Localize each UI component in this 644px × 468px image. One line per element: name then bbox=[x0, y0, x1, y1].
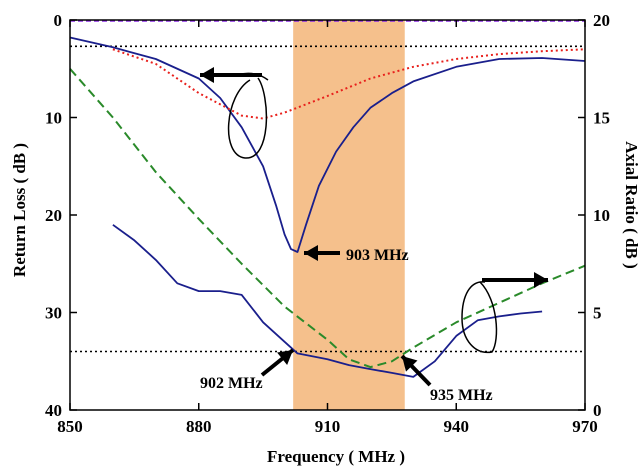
y-left-tick-label-2: 20 bbox=[45, 206, 62, 225]
arrow-935-head bbox=[402, 356, 418, 372]
arrow-902-head bbox=[277, 350, 293, 366]
y-left-tick-label-3: 30 bbox=[45, 304, 62, 323]
right-loop-arrow-head bbox=[534, 272, 548, 288]
y-right-tick-label-3: 15 bbox=[593, 109, 610, 128]
x-tick-label-4: 970 bbox=[572, 417, 598, 436]
y-right-tick-label-1: 5 bbox=[593, 304, 602, 323]
left-loop-arrow-head bbox=[200, 67, 214, 83]
y-axis-right-title: Axial Ratio ( dB ) bbox=[622, 141, 641, 269]
series-line-0 bbox=[69, 36, 586, 253]
annotation-arrows bbox=[200, 67, 548, 387]
series-line-1 bbox=[112, 48, 586, 120]
x-tick-label-0: 850 bbox=[57, 417, 83, 436]
series-line-2 bbox=[112, 224, 543, 378]
series-line-3 bbox=[69, 68, 586, 369]
annotation-903mhz: 903 MHz bbox=[346, 247, 409, 264]
axis-ticks bbox=[69, 19, 586, 411]
arrow-903-head bbox=[304, 245, 318, 261]
annotation-902mhz: 902 MHz bbox=[200, 375, 263, 392]
shaded-band bbox=[293, 20, 405, 410]
x-tick-label-1: 880 bbox=[186, 417, 212, 436]
y-right-tick-label-0: 0 bbox=[593, 401, 602, 420]
y-left-tick-label-4: 40 bbox=[45, 401, 62, 420]
left-loop bbox=[227, 72, 269, 159]
y-right-tick-label-4: 20 bbox=[593, 11, 610, 30]
series-lines bbox=[69, 36, 586, 378]
x-tick-label-2: 910 bbox=[315, 417, 341, 436]
y-left-tick-label-1: 10 bbox=[45, 109, 62, 128]
y-left-tick-label-0: 0 bbox=[54, 11, 63, 30]
x-tick-label-3: 940 bbox=[444, 417, 470, 436]
y-axis-left-title: Return Loss ( dB ) bbox=[10, 143, 29, 277]
right-loop bbox=[461, 281, 498, 354]
annotation-935mhz: 935 MHz bbox=[430, 387, 493, 404]
y-right-tick-label-2: 10 bbox=[593, 206, 610, 225]
x-axis-title: Frequency ( MHz ) bbox=[267, 447, 405, 466]
